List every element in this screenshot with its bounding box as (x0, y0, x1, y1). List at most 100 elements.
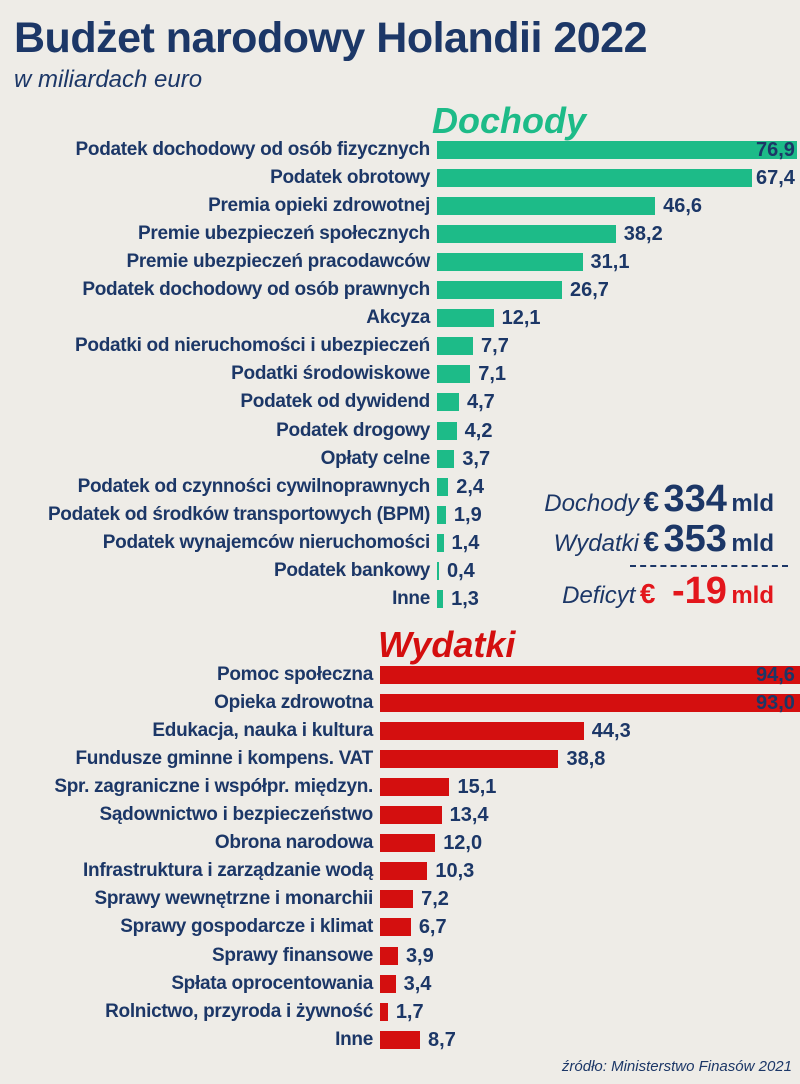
summary-expense-value: 353 (663, 518, 727, 560)
revenue-bar (437, 169, 753, 188)
summary-deficit: Deficyt € -19 mld (562, 570, 774, 613)
revenue-bar (437, 365, 471, 384)
expense-bar (380, 666, 800, 684)
revenue-value-label: 1,9 (453, 503, 482, 526)
expense-value-label: 8,7 (428, 1028, 456, 1051)
revenue-bar (437, 561, 439, 580)
expense-value-label: 7,2 (421, 888, 449, 911)
subtitle: w miliardach euro (14, 66, 203, 93)
summary-deficit-currency: € (639, 578, 656, 609)
expense-bar (380, 1002, 388, 1021)
revenue-bar (437, 281, 562, 300)
expense-category-label: Sądownictwo i bezpieczeństwo (99, 804, 374, 826)
expense-category-label: Rolnictwo, przyroda i żywność (105, 1000, 373, 1022)
revenue-value-label: 0,4 (447, 559, 475, 582)
expense-value-label: 13,4 (449, 804, 489, 827)
revenue-bar (437, 589, 444, 608)
revenue-category-label: Podatki od nieruchomości i ubezpieczeń (75, 335, 430, 357)
revenue-category-label: Opłaty celne (320, 447, 431, 469)
revenue-category-label: Podatek dochodowy od osób prawnych (82, 279, 430, 301)
revenue-bar (437, 337, 474, 356)
summary-expense: Wydatki € 353 mld (554, 518, 774, 561)
revenue-category-label: Podatek od środków transportowych (BPM) (47, 503, 430, 525)
summary-expense-unit: mld (731, 530, 774, 557)
page-title: Budżet narodowy Holandii 2022 (14, 14, 648, 62)
summary-revenue-unit: mld (731, 490, 774, 517)
expense-bar (380, 834, 436, 853)
revenue-category-label: Podatek od czynności cywilnoprawnych (77, 475, 431, 497)
summary-deficit-label: Deficyt (562, 582, 636, 609)
revenue-value-label: 26,7 (569, 279, 609, 302)
summary-deficit-value: -19 (671, 570, 727, 612)
expense-category-label: Spr. zagraniczne i współpr. międzyn. (54, 776, 373, 798)
expense-value-label: 1,7 (395, 1000, 424, 1023)
revenue-value-label: 38,2 (623, 223, 663, 246)
summary-revenue-value: 334 (663, 478, 727, 520)
revenue-value-label: 4,7 (466, 391, 495, 414)
expense-bar (380, 1030, 421, 1049)
summary-revenue-label: Dochody (544, 490, 639, 517)
source-note: źródło: Ministerstwo Finasów 2021 (561, 1058, 792, 1075)
expense-bar (380, 890, 414, 909)
revenue-value-label: 76,9 (756, 139, 795, 161)
revenue-category-label: Premia opieki zdrowotnej (208, 195, 430, 217)
expense-value-label: 10,3 (435, 860, 475, 883)
revenue-value-label: 67,4 (756, 167, 795, 190)
expense-bar (380, 722, 584, 741)
expense-category-label: Sprawy gospodarcze i klimat (120, 916, 373, 938)
summary-expense-label: Wydatki (553, 530, 639, 557)
expense-value-label: 12,0 (443, 832, 483, 855)
expense-bar (380, 806, 442, 825)
revenue-value-label: 46,6 (663, 195, 703, 218)
revenue-category-label: Podatek bankowy (274, 559, 430, 581)
expense-category-label: Pomoc społeczna (217, 664, 373, 685)
expense-category-label: Infrastruktura i zarządzanie wodą (83, 860, 373, 882)
revenue-bar (437, 449, 455, 468)
expense-category-label: Fundusze gminne i kompens. VAT (75, 748, 374, 770)
expense-value-label: 3,4 (403, 972, 432, 995)
revenue-category-label: Podatki środowiskowe (231, 363, 430, 385)
expense-category-label: Sprawy finansowe (212, 944, 373, 966)
revenue-category-label: Podatek dochodowy od osób fizycznych (75, 139, 431, 160)
revenue-value-label: 31,1 (590, 251, 630, 274)
revenue-bar (437, 477, 449, 496)
expense-value-label: 44,3 (591, 720, 631, 743)
revenue-category-label: Premie ubezpieczeń społecznych (138, 223, 430, 245)
expense-value-label: 6,7 (418, 916, 447, 939)
revenue-bar (437, 197, 656, 216)
expense-bar (380, 750, 559, 769)
expense-value-label: 93,0 (756, 692, 795, 715)
revenue-value-label: 12,1 (501, 307, 541, 330)
revenue-value-label: 1,3 (451, 587, 479, 610)
expense-bar (380, 946, 398, 965)
expense-bar (380, 974, 396, 993)
expense-value-label: 15,1 (457, 776, 497, 799)
revenue-value-label: 7,1 (478, 363, 507, 386)
revenue-category-label: Inne (392, 587, 430, 609)
revenue-bar (437, 533, 444, 552)
revenue-value-label: 2,4 (456, 475, 485, 498)
expense-category-label: Opieka zdrowotna (214, 692, 373, 714)
expense-bar (380, 862, 428, 881)
summary-revenue: Dochody € 334 mld (544, 478, 774, 521)
revenue-bar (437, 253, 583, 272)
summary-expense-currency: € (643, 526, 660, 557)
revenue-bar (437, 393, 459, 412)
expense-heading: Wydatki (378, 624, 516, 665)
expense-bar (380, 694, 800, 713)
expense-category-label: Edukacja, nauka i kultura (152, 720, 373, 742)
revenue-category-label: Podatek od dywidend (240, 391, 430, 413)
expense-category-label: Inne (335, 1028, 373, 1050)
expense-value-label: 38,8 (566, 748, 606, 771)
revenue-value-label: 3,7 (462, 447, 491, 470)
revenue-category-label: Podatek drogowy (276, 419, 430, 441)
expense-category-label: Sprawy wewnętrzne i monarchii (94, 888, 374, 910)
revenue-category-label: Akcyza (366, 307, 430, 329)
revenue-bar (437, 421, 457, 440)
revenue-value-label: 7,7 (481, 335, 509, 358)
revenue-bar (437, 141, 797, 159)
revenue-bar (437, 309, 494, 328)
revenue-category-label: Podatek obrotowy (270, 167, 430, 189)
expense-category-label: Obrona narodowa (214, 832, 373, 854)
